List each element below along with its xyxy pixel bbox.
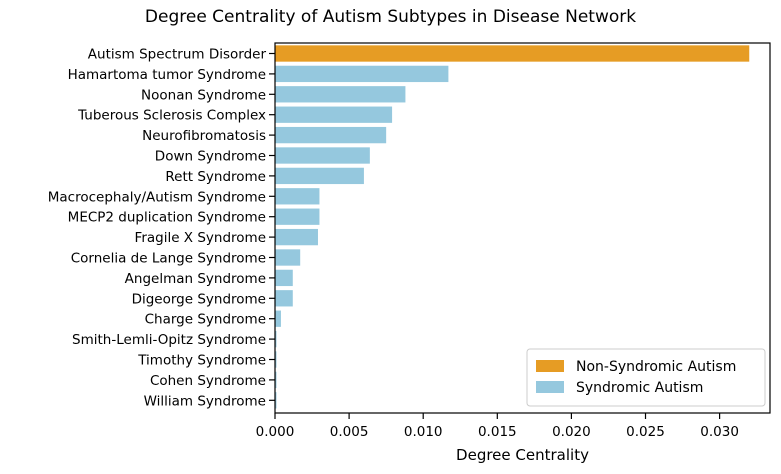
- legend-label: Syndromic Autism: [576, 380, 703, 396]
- x-tick-label: 0.025: [626, 424, 665, 440]
- bar-16: [275, 371, 277, 389]
- y-tick-label: Rett Syndrome: [165, 169, 266, 185]
- y-tick-label: William Syndrome: [144, 393, 266, 409]
- bar-1: [275, 65, 449, 83]
- y-tick-label: Hamartoma tumor Syndrome: [68, 67, 266, 83]
- bar-0: [275, 45, 750, 62]
- bar-14: [275, 330, 277, 348]
- plot-frame: [274, 42, 771, 414]
- bar-11: [275, 269, 293, 287]
- bar-6: [275, 167, 364, 185]
- y-tick-label: Timothy Syndrome: [137, 353, 266, 369]
- y-tick-label: Smith-Lemli-Opitz Syndrome: [72, 332, 266, 348]
- y-tick-label: Digeorge Syndrome: [132, 291, 266, 307]
- chart-title: Degree Centrality of Autism Subtypes in …: [144, 7, 637, 27]
- bar-17: [275, 392, 277, 409]
- x-tick-label: 0.010: [404, 424, 443, 440]
- bar-5: [275, 147, 370, 164]
- bars-group: [275, 45, 750, 409]
- bar-12: [275, 290, 293, 307]
- legend-swatch: [536, 381, 564, 393]
- y-tick-label: Down Syndrome: [155, 149, 266, 165]
- x-tick-label: 0.030: [700, 424, 739, 440]
- x-tick-label: 0.020: [552, 424, 591, 440]
- y-tick-label: Charge Syndrome: [145, 312, 266, 328]
- legend-box: [526, 348, 766, 407]
- y-tick-label: Macrocephaly/Autism Syndrome: [48, 189, 266, 205]
- bar-3: [275, 106, 393, 123]
- y-tick-label: Noonan Syndrome: [141, 87, 266, 103]
- y-tick-label: Neurofibromatosis: [142, 128, 266, 144]
- y-tick-label: Tuberous Sclerosis Complex: [77, 108, 266, 124]
- y-tick-label: Autism Spectrum Disorder: [88, 47, 267, 63]
- bar-7: [275, 188, 320, 205]
- x-ticks: 0.000 0.005 0.010 0.015 0.020 0.025 0.030: [256, 413, 739, 440]
- legend: Non-Syndromic Autism Syndromic Autism: [526, 348, 766, 407]
- y-tick-label: Cohen Syndrome: [150, 373, 266, 389]
- y-tick-label: Fragile X Syndrome: [135, 230, 266, 246]
- x-tick-label: 0.005: [330, 424, 369, 440]
- bar-2: [275, 86, 406, 103]
- bar-15: [275, 351, 277, 368]
- legend-swatch: [536, 360, 564, 372]
- bar-4: [275, 126, 387, 144]
- y-tick-label: MECP2 duplication Syndrome: [68, 210, 266, 226]
- bar-8: [275, 208, 320, 225]
- bar-10: [275, 249, 301, 266]
- y-tick-label: Cornelia de Lange Syndrome: [71, 251, 266, 267]
- x-tick-label: 0.000: [256, 424, 295, 440]
- bar-13: [275, 310, 281, 327]
- legend-label: Non-Syndromic Autism: [576, 359, 736, 375]
- x-axis-label: Degree Centrality: [456, 446, 589, 464]
- bar-9: [275, 228, 318, 246]
- x-tick-label: 0.015: [478, 424, 517, 440]
- y-tick-labels: Autism Spectrum Disorder Hamartoma tumor …: [48, 47, 275, 409]
- y-tick-label: Angelman Syndrome: [125, 271, 266, 287]
